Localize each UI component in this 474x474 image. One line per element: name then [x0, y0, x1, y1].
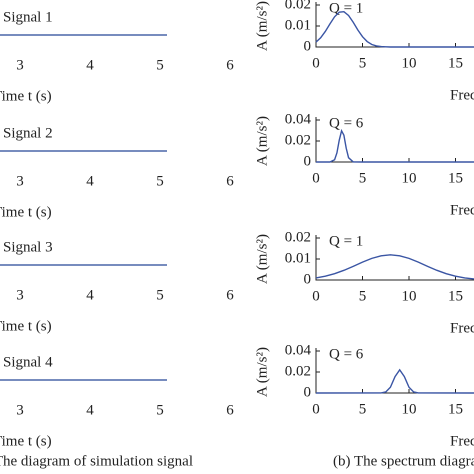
x-tick-label: 10 — [402, 170, 417, 186]
x-axis-label: Time t (s) — [0, 204, 52, 220]
x-tick-label: 3 — [16, 57, 24, 73]
y-tick-label: 0.01 — [285, 17, 311, 33]
caption-a: (a) The diagram of simulation signal — [0, 453, 193, 469]
x-tick-label: 4 — [86, 57, 94, 73]
x-tick-label: 0 — [312, 55, 320, 71]
annotation: Q = 6 — [329, 115, 364, 131]
panel-title: Signal 2 — [3, 125, 53, 141]
x-tick-label: 6 — [226, 402, 234, 418]
x-tick-label: 0 — [312, 401, 320, 417]
y-axis-label: A (m/s²) — [254, 1, 270, 51]
x-tick-label: 5 — [156, 173, 164, 189]
x-tick-label: 6 — [226, 173, 234, 189]
y-axis-label: A (m/s²) — [254, 234, 270, 284]
x-tick-label: 5 — [156, 402, 164, 418]
x-tick-label: 3 — [16, 402, 24, 418]
x-tick-label: 10 — [402, 288, 417, 304]
y-tick-label: 0.04 — [285, 111, 312, 127]
x-tick-label: 3 — [16, 173, 24, 189]
x-tick-label: 15 — [448, 170, 463, 186]
x-tick-label: 5 — [359, 170, 367, 186]
signal-line — [315, 368, 474, 394]
y-axis-label: A (m/s²) — [254, 116, 270, 166]
y-tick-label: 0.02 — [285, 229, 311, 245]
y-tick-label: 0 — [304, 38, 312, 54]
y-tick-label: 0.02 — [285, 0, 311, 12]
y-tick-label: 0 — [304, 153, 312, 169]
y-tick-label: 0 — [304, 384, 312, 400]
signal-line — [316, 128, 474, 163]
x-tick-label: 15 — [448, 288, 463, 304]
annotation: Q = 1 — [329, 0, 363, 16]
y-tick-label: 0.01 — [285, 250, 311, 266]
x-tick-label: 0 — [312, 170, 320, 186]
caption-b: (b) The spectrum diagram — [333, 453, 474, 469]
x-axis-label: Time t (s) — [0, 433, 52, 449]
x-tick-label: 0 — [312, 288, 320, 304]
y-tick-label: 0.02 — [285, 363, 311, 379]
x-tick-label: 10 — [402, 401, 417, 417]
panel-title: Signal 1 — [3, 9, 53, 25]
x-tick-label: 10 — [402, 55, 417, 71]
x-axis-label: Frequency (Hz) — [450, 202, 474, 218]
x-tick-label: 5 — [156, 57, 164, 73]
y-tick-label: 0 — [304, 271, 312, 287]
x-tick-label: 5 — [359, 401, 367, 417]
x-tick-label: 5 — [359, 288, 367, 304]
x-tick-label: 4 — [86, 173, 94, 189]
x-tick-label: 3 — [16, 287, 24, 303]
panel-title: Signal 4 — [3, 354, 53, 370]
x-axis-label: Time t (s) — [0, 318, 52, 334]
y-tick-label: 0.02 — [285, 132, 311, 148]
x-axis-label: Frequency (Hz) — [450, 87, 474, 103]
signal-line — [315, 254, 474, 280]
y-axis-label: A (m/s²) — [254, 347, 270, 397]
panel-title: Signal 3 — [3, 239, 53, 255]
x-axis-label: Frequency (Hz) — [450, 320, 474, 336]
x-tick-label: 15 — [448, 55, 463, 71]
signal-line — [315, 10, 474, 48]
x-tick-label: 5 — [156, 287, 164, 303]
x-tick-label: 4 — [86, 402, 94, 418]
x-axis-label: Frequency (Hz) — [450, 433, 474, 449]
y-tick-label: 0.04 — [285, 342, 312, 358]
annotation: Q = 6 — [329, 346, 364, 362]
x-tick-label: 4 — [86, 287, 94, 303]
x-tick-label: 5 — [359, 55, 367, 71]
x-tick-label: 6 — [226, 287, 234, 303]
x-axis-label: Time t (s) — [0, 88, 52, 104]
x-tick-label: 15 — [448, 401, 463, 417]
x-tick-label: 6 — [226, 57, 234, 73]
annotation: Q = 1 — [329, 233, 363, 249]
